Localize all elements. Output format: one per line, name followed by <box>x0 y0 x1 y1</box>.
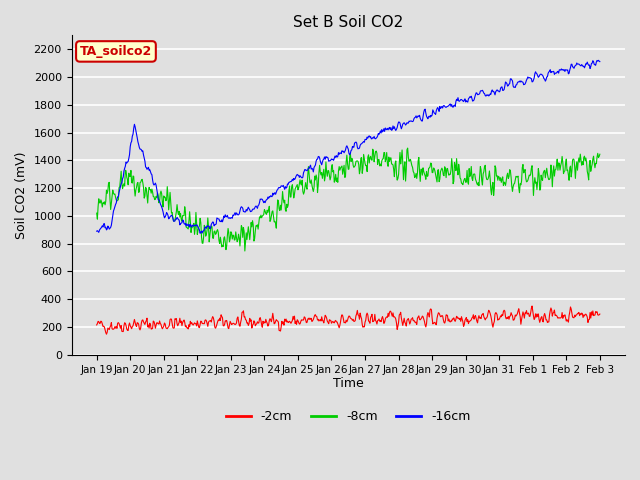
Legend: -2cm, -8cm, -16cm: -2cm, -8cm, -16cm <box>221 406 476 429</box>
X-axis label: Time: Time <box>333 377 364 390</box>
Title: Set B Soil CO2: Set B Soil CO2 <box>293 15 403 30</box>
Text: TA_soilco2: TA_soilco2 <box>80 45 152 58</box>
Y-axis label: Soil CO2 (mV): Soil CO2 (mV) <box>15 151 28 239</box>
